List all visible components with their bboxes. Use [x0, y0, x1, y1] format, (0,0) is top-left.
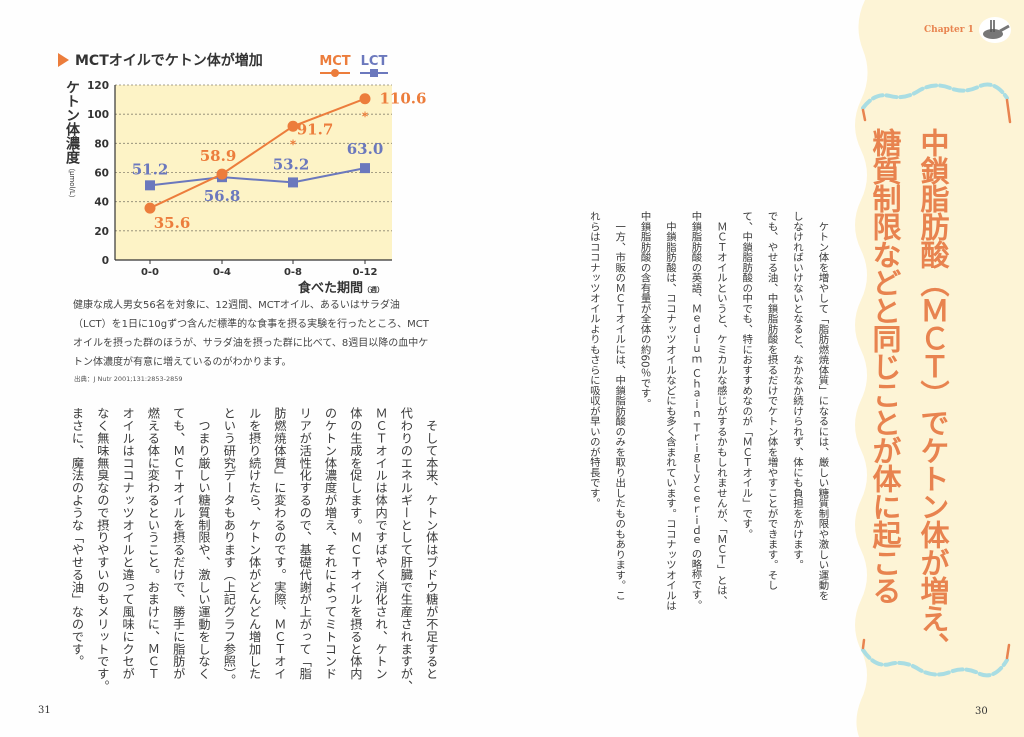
- page-title-line-1: 中鎖脂肪酸（ＭＣＴ）でケトン体が増え、: [916, 128, 950, 660]
- y-tick-label: 20: [94, 226, 109, 238]
- text-column: オイルはココナッツオイルと違って風味にクセが: [120, 407, 135, 680]
- mct-data-label: 110.6: [380, 90, 427, 108]
- text-column: 燃える体に変わるということ。おまけに、ＭＣＴ: [145, 407, 160, 680]
- text-column: という研究データもあります（上記グラフ参照）。: [221, 407, 236, 687]
- text-column: つまり厳しい糖質制限や、激しい運動をしなく: [196, 407, 211, 680]
- sidebar-background: [855, 0, 1024, 737]
- lct-point: [288, 177, 298, 188]
- wave-decoration-bottom: [861, 648, 1009, 678]
- page-title-line-2: 糖質制限などと同じことが体に起こる: [868, 128, 902, 604]
- lct-point: [360, 163, 370, 174]
- triangle-bullet-icon: [58, 53, 69, 67]
- lct-data-label: 53.2: [273, 155, 310, 173]
- lct-data-label: 56.8: [204, 187, 241, 205]
- lct-line: [149, 167, 366, 187]
- lct-data-label: 51.2: [132, 160, 169, 178]
- mct-point: [144, 202, 156, 214]
- significance-mark: *: [290, 137, 297, 151]
- text-column: 中鎖脂肪酸は、ココナッツオイルなどにも多く含まれています。ココナッツオイルは: [664, 211, 676, 611]
- page-number-right: 30: [975, 706, 988, 717]
- page-number-left: 31: [38, 705, 51, 716]
- y-axis-label-text: ケトン体濃度: [64, 80, 80, 164]
- y-tick-label: 0: [102, 255, 109, 267]
- y-tick-label: 80: [94, 138, 109, 150]
- text-column: ＭＣＴオイルというと、ケミカルな感じがするかもしれませんが、「ＭＣＴ」とは、: [714, 211, 727, 606]
- x-tick-label: 0-12: [352, 267, 377, 278]
- significance-mark: *: [362, 110, 369, 124]
- mct-point: [287, 120, 299, 132]
- legend-lct-label: LCT: [361, 54, 388, 69]
- legend-mct-label: MCT: [319, 54, 350, 69]
- mct-line: [149, 97, 366, 209]
- text-column: ルを摂り続けたら、ケトン体がどんどん増加した: [247, 407, 262, 680]
- text-column: 一方、市販のＭＣＴオイルには、中鎖脂肪酸のみを取り出したものもあります。こ: [613, 211, 626, 601]
- text-column: でも、やせる油、中鎖脂肪酸を摂るだけでケトン体を増やすことができます。そし: [765, 211, 778, 591]
- y-tick-label: 100: [87, 109, 109, 121]
- text-column: ＭＣＴオイルは体内ですばやく消化され、ケトン: [373, 407, 388, 680]
- mct-data-label: 58.9: [200, 147, 237, 165]
- text-column: 中鎖脂肪酸の含有量が全体の約60％です。: [638, 211, 651, 409]
- mct-data-label: 91.7: [297, 120, 334, 138]
- text-column: 中鎖脂肪酸の英語、Ｍｅｄｉｕｍ Ｃｈａｉｎ Ｔｒｉｇｌｙｃｅｒｉｄｅ の略称です…: [689, 211, 702, 610]
- lct-point: [145, 180, 155, 191]
- x-axis-label: 食べた期間（週）: [298, 277, 384, 296]
- text-column: そして本来、ケトン体はブドウ糖が不足すると: [424, 407, 439, 680]
- ketone-chart: 0 20 40 60 80 100 120 0-0 0-4 0-8 0-12 35.6 58.9 91.7…: [87, 54, 427, 278]
- x-axis-label-text: 食べた期間: [298, 281, 364, 296]
- x-tick-label: 0-8: [284, 267, 302, 278]
- text-column: ケトン体を増やして「脂肪燃焼体質」になるには、厳しい糖質制限や激しい運動を: [816, 211, 829, 601]
- x-tick-label: 0-0: [141, 267, 159, 278]
- text-column: 肪燃焼体質」に変わるのです。実際、ＭＣＴオイ: [272, 407, 287, 680]
- legend-lct-marker: [370, 69, 378, 77]
- chart-title-text: MCTオイルでケトン体が増加: [75, 53, 263, 69]
- x-axis-unit: （週）: [363, 286, 385, 294]
- text-column: て、中鎖脂肪酸の中でも、特におすすめなのが「ＭＣＴオイル」です。: [740, 211, 753, 539]
- x-tick-label: 0-4: [213, 267, 231, 278]
- legend-mct-marker: [331, 69, 339, 77]
- lct-data-label: 63.0: [347, 140, 384, 158]
- text-column: リアが活性化するので、基礎代謝が上がって「脂: [297, 407, 312, 680]
- chart-title: MCTオイルでケトン体が増加: [58, 50, 263, 70]
- mct-point: [216, 168, 228, 180]
- y-tick-label: 40: [94, 197, 109, 209]
- text-column: ても、ＭＣＴオイルを摂るだけで、勝手に脂肪が: [171, 407, 186, 680]
- chart-source: 出典：J Nutr 2001;131:2853-2859: [74, 375, 183, 383]
- chapter-label: Chapter 1: [924, 25, 974, 35]
- text-column: しなければいけないとなると、なかなか続けられず、体にも負担をかけます。: [791, 211, 803, 570]
- text-column: 代わりのエネルギーとして肝臓で生産されますが、: [398, 407, 413, 693]
- frying-pan-icon: [979, 17, 1011, 43]
- y-tick-label: 60: [94, 168, 109, 180]
- y-tick-label: 120: [87, 80, 109, 92]
- wave-decoration-top: [861, 82, 1009, 110]
- y-axis-unit: （μmol/L）: [68, 164, 76, 202]
- text-column: まさに、魔法のような「やせる油」なのです。: [70, 407, 84, 668]
- mct-data-label: 35.6: [154, 214, 191, 232]
- text-column: れらはココナッツオイルよりもさらに吸収が早いのが特長です。: [587, 211, 600, 509]
- text-column: なく無味無臭なので摂りやすいのもメリットです。: [95, 407, 110, 693]
- text-column: 体の生成を促します。ＭＣＴオイルを摂ると体内: [348, 407, 363, 680]
- chart-caption: 健康な成人男女56名を対象に、12週間、MCTオイル、あるいはサラダ油（LCT）…: [73, 300, 429, 368]
- text-column: のケトン体濃度が増え、それによってミトコンド: [323, 407, 337, 680]
- y-axis-label: ケトン体濃度（μmol/L）: [62, 80, 82, 202]
- mct-point: [359, 93, 371, 105]
